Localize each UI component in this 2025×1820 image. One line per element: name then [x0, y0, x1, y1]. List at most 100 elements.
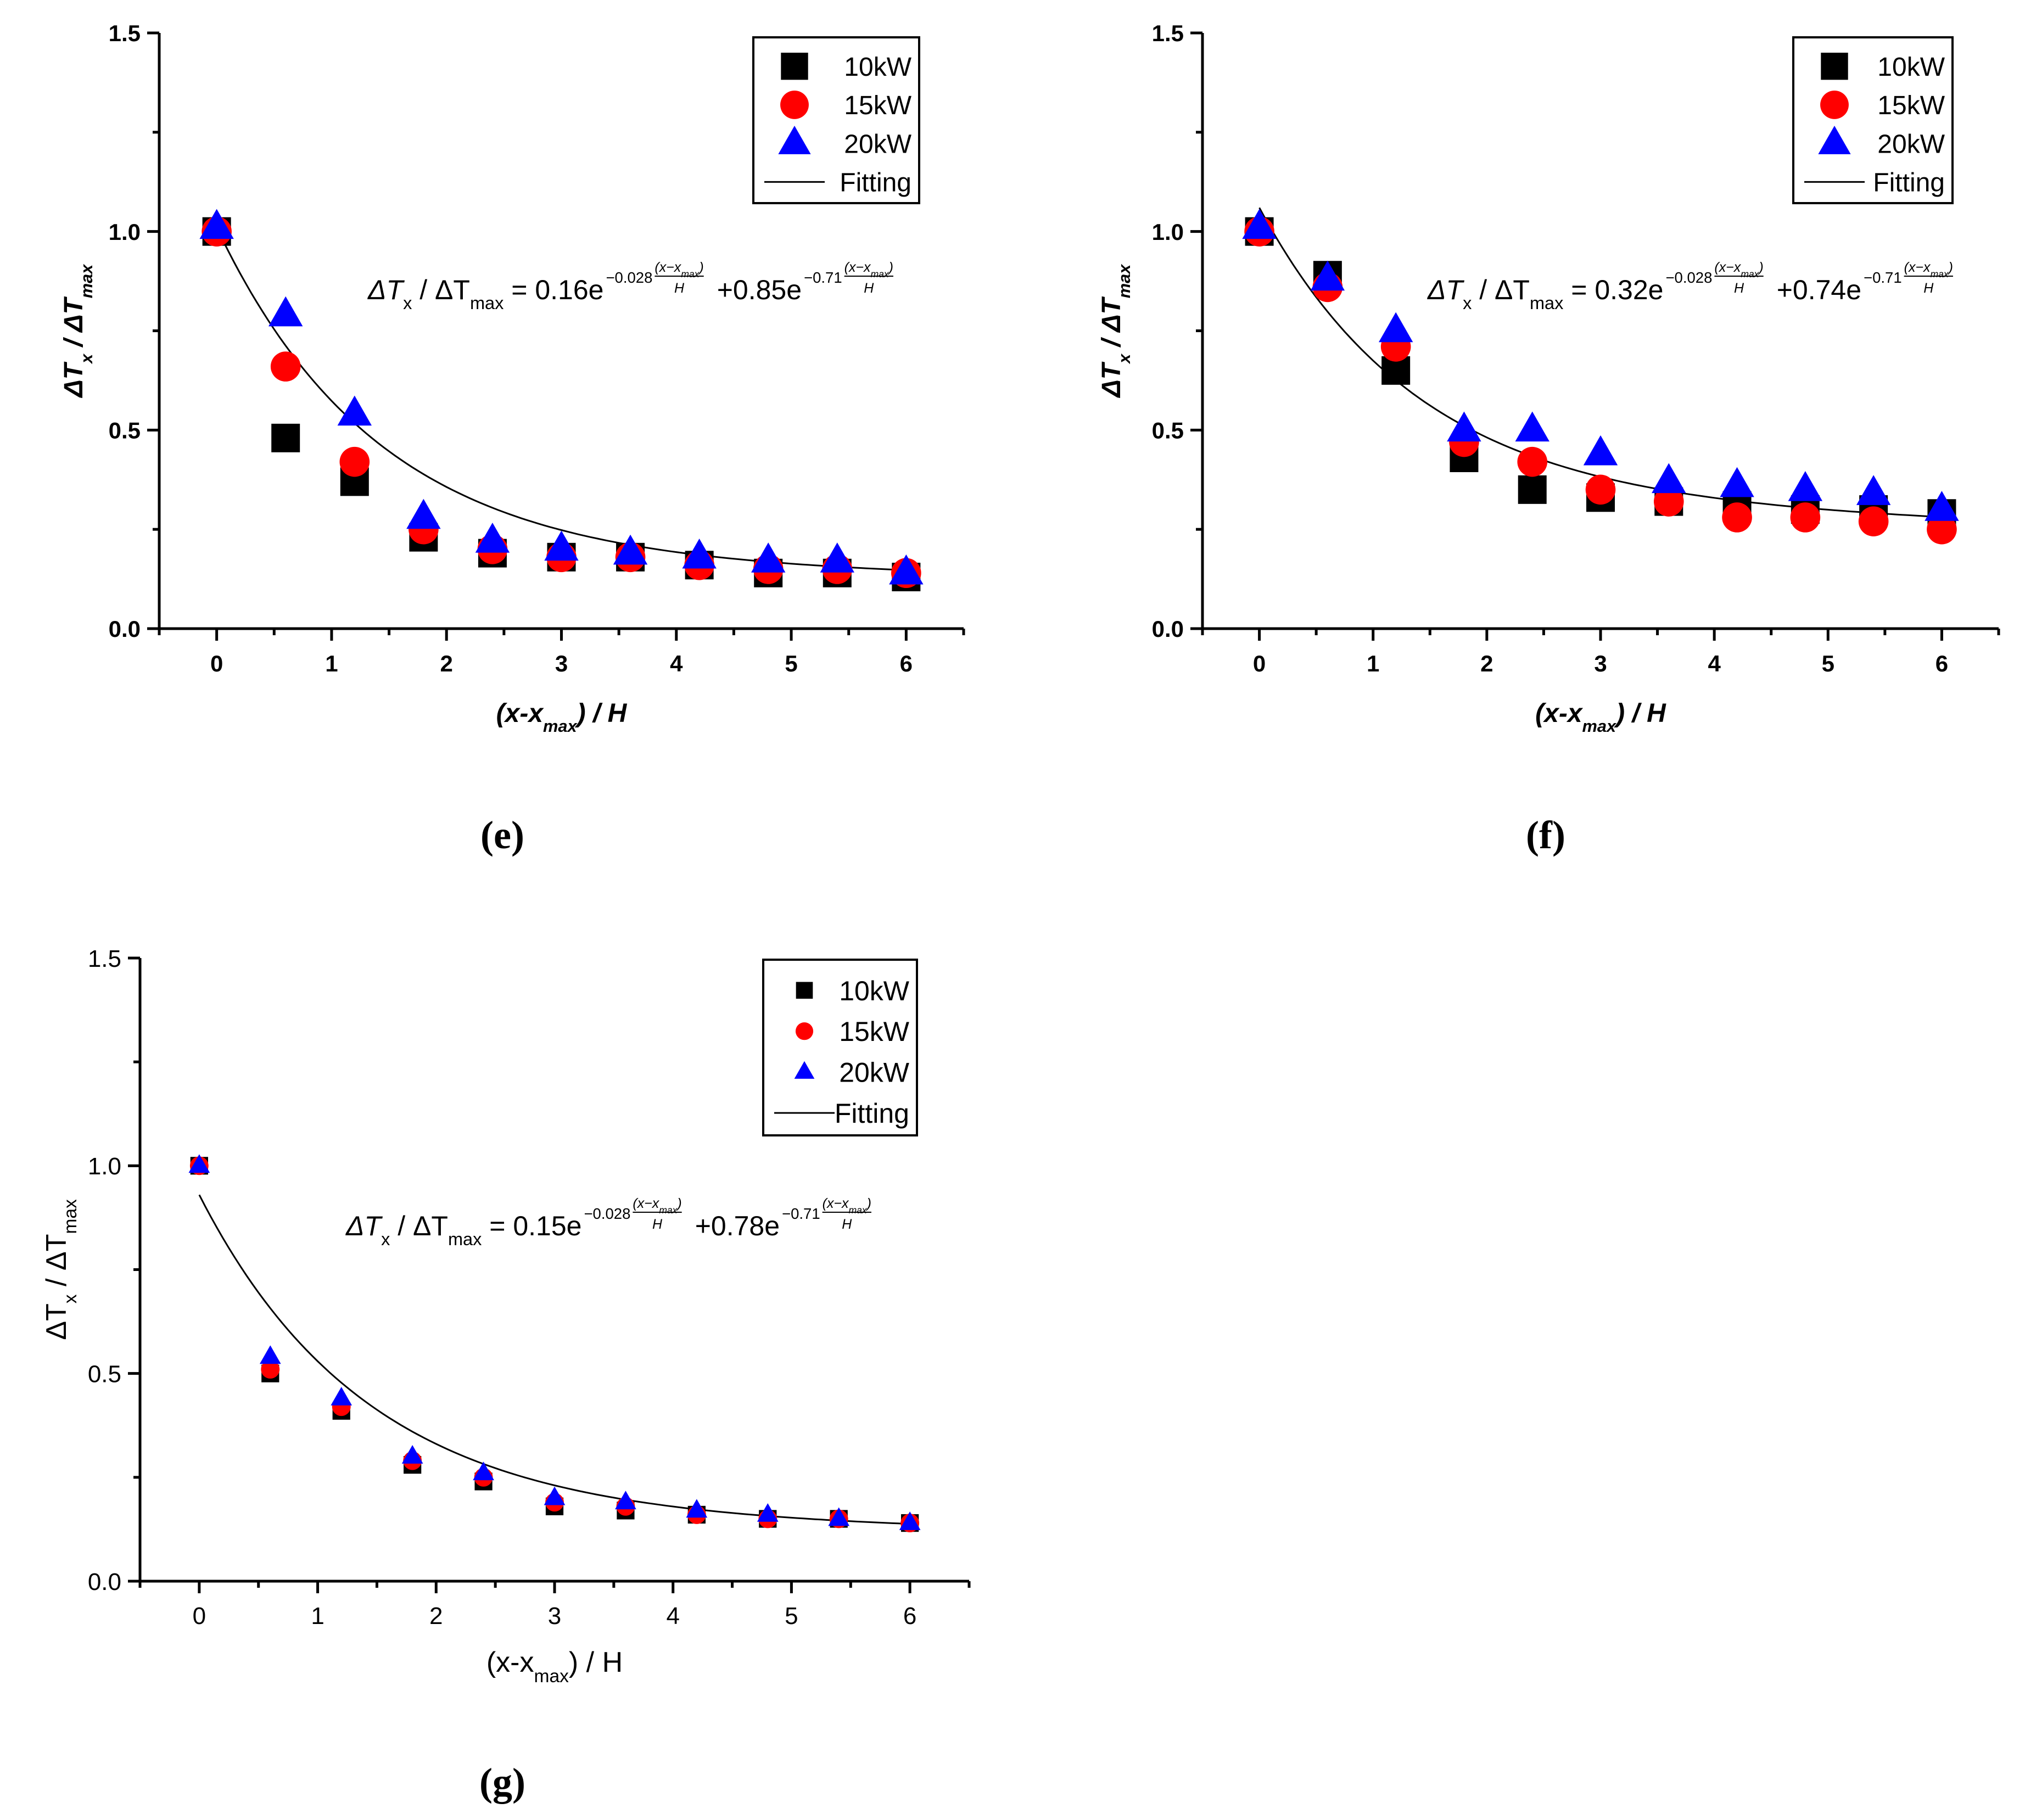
- chart-panel-g: 0.0 0.5 1.0 1.5 0 1 2 3 4 5 6 ΔTx / ΔTmax (x-xmax) /…: [41, 945, 971, 1804]
- fitting-curve: [198, 1194, 910, 1525]
- data-point-20kw: [1447, 411, 1481, 442]
- y-tick-label: 0.5: [1152, 417, 1184, 443]
- data-point-15kw: [1790, 502, 1821, 533]
- x-tick-label: 1: [325, 651, 338, 676]
- x-tick-label: 4: [1708, 651, 1721, 676]
- x-tick-label: 4: [666, 1603, 679, 1629]
- data-point-20kw: [682, 538, 717, 569]
- data-point-20kw: [820, 542, 854, 573]
- legend-label: Fitting: [835, 1098, 909, 1129]
- fitting-curve: [1258, 207, 1942, 518]
- y-axis-label: ΔTx / ΔTmax: [59, 264, 96, 399]
- x-tick-label: 6: [903, 1603, 916, 1629]
- data-point-20kw: [1925, 491, 1959, 521]
- legend-label: 15kW: [839, 1016, 910, 1047]
- data-point-20kw: [686, 1499, 708, 1518]
- x-tick-label: 2: [1480, 651, 1493, 676]
- legend-label: 10kW: [839, 976, 910, 1006]
- fit-fraction-2-denominator: H: [864, 281, 874, 296]
- data-point-10kw: [271, 423, 300, 452]
- y-tick-label: 0.5: [88, 1361, 121, 1388]
- legend-box: [1792, 36, 1954, 204]
- legend-label: 15kW: [1877, 91, 1945, 120]
- fit-fraction-1-denominator: H: [652, 1217, 663, 1232]
- chart-panel-e: 0.0 0.5 1.0 1.5 0 1 2 3 4 5 6 ΔTx / ΔTmax (x-xmax) /…: [59, 20, 965, 857]
- data-point-15kw: [1585, 474, 1616, 505]
- data-point-20kw: [751, 542, 786, 573]
- fit-fraction-1-numerator: (x−xmax): [655, 260, 703, 279]
- data-point-20kw: [1583, 435, 1618, 466]
- fit-exponent-1: −0.028: [606, 269, 652, 286]
- data-point-15kw: [270, 351, 301, 382]
- panel-caption-f: (f): [1526, 813, 1565, 857]
- x-tick-label: 4: [670, 651, 683, 676]
- data-point-15kw: [1858, 506, 1889, 536]
- fit-equation: ΔTx / ΔTmax = 0.32e: [1427, 275, 1663, 313]
- fit-exponent-1: −0.028: [1665, 269, 1712, 286]
- y-axis-label: ΔTx / ΔTmax: [1097, 264, 1134, 399]
- data-point-15kw: [1653, 486, 1684, 517]
- data-point-15kw: [339, 446, 370, 477]
- fit-fraction-2-numerator: (x−xmax): [1904, 260, 1953, 279]
- fit-fraction-1-numerator: (x−xmax): [633, 1196, 681, 1216]
- data-point-20kw: [1720, 467, 1754, 497]
- legend-marker-10kw: [1821, 52, 1848, 80]
- data-point-10kw: [1518, 475, 1547, 504]
- data-point-20kw: [828, 1507, 850, 1526]
- data-point-20kw: [473, 1461, 494, 1481]
- x-axis-label: (x-xmax) / H: [486, 1647, 623, 1687]
- legend-label: 15kW: [844, 91, 911, 120]
- y-tick-label: 0.0: [88, 1569, 121, 1595]
- data-point-20kw: [1310, 260, 1345, 291]
- fit-term-2: +0.85e: [717, 275, 802, 305]
- x-tick-label: 5: [1822, 651, 1834, 676]
- legend-marker-10kw: [796, 982, 813, 999]
- data-point-20kw: [544, 1486, 566, 1505]
- fit-fraction-1-denominator: H: [674, 281, 685, 296]
- x-tick-label: 3: [1594, 651, 1607, 676]
- data-point-20kw: [1515, 411, 1549, 442]
- x-axis-label: (x-xmax) / H: [1535, 699, 1666, 736]
- fitting-curve: [216, 227, 907, 571]
- data-point-20kw: [199, 209, 234, 239]
- data-point-20kw: [259, 1345, 281, 1364]
- data-point-20kw: [1788, 471, 1823, 501]
- data-point-20kw: [757, 1503, 779, 1522]
- x-tick-label: 5: [785, 1603, 798, 1629]
- data-point-20kw: [475, 523, 510, 553]
- panel-caption-g: (g): [479, 1760, 525, 1804]
- x-tick-label: 6: [1936, 651, 1948, 676]
- legend-marker-10kw: [781, 52, 808, 80]
- legend-label: 20kW: [1877, 130, 1945, 159]
- data-point-20kw: [1652, 463, 1686, 494]
- y-tick-label: 1.5: [1152, 20, 1184, 46]
- x-tick-label: 2: [440, 651, 453, 676]
- x-tick-label: 3: [548, 1603, 561, 1629]
- x-tick-label: 0: [1253, 651, 1266, 676]
- x-tick-label: 0: [210, 651, 223, 676]
- data-point-20kw: [331, 1387, 353, 1405]
- x-tick-label: 5: [785, 651, 797, 676]
- fit-fraction-1-denominator: H: [1734, 281, 1744, 296]
- y-axis-label: ΔTx / ΔTmax: [41, 1199, 81, 1340]
- y-tick-label: 1.0: [1152, 219, 1184, 245]
- chart-panel-f: 0.0 0.5 1.0 1.5 0 1 2 3 4 5 6 ΔTx / ΔTmax (x-xmax) /…: [1097, 20, 2000, 857]
- data-point-20kw: [889, 554, 924, 585]
- legend-marker-20kw: [1818, 125, 1851, 154]
- legend-label: 20kW: [839, 1057, 910, 1088]
- fit-equation: ΔTx / ΔTmax = 0.15e: [345, 1211, 581, 1249]
- legend-marker-15kw: [1820, 90, 1849, 119]
- y-tick-label: 1.5: [109, 20, 141, 46]
- legend-label: 10kW: [844, 53, 911, 82]
- data-point-20kw: [406, 499, 441, 529]
- x-tick-label: 0: [193, 1603, 206, 1629]
- legend-box: [762, 959, 918, 1136]
- fit-term-2: +0.78e: [695, 1211, 780, 1241]
- legend-label: 20kW: [844, 130, 911, 159]
- y-tick-label: 1.5: [88, 945, 121, 972]
- data-point-20kw: [615, 1491, 636, 1510]
- data-point-20kw: [188, 1154, 210, 1173]
- data-point-20kw: [544, 530, 579, 561]
- x-tick-label: 3: [555, 651, 568, 676]
- legend-marker-15kw: [795, 1022, 814, 1040]
